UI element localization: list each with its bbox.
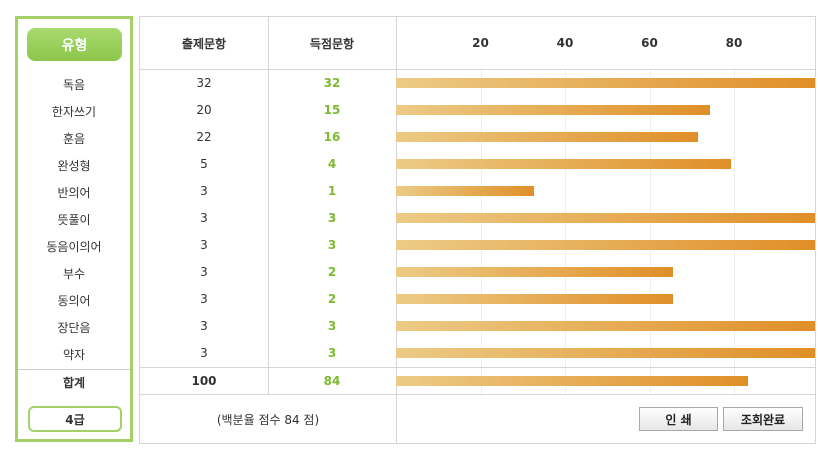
col-divider xyxy=(396,17,397,443)
questions-cell: 5 xyxy=(200,156,208,171)
score-bar xyxy=(396,213,815,223)
total-separator xyxy=(18,369,130,370)
score-bar xyxy=(396,132,698,142)
grid-line xyxy=(565,69,566,394)
axis-tick-label: 80 xyxy=(725,36,743,50)
score-cell: 1 xyxy=(327,183,337,198)
score-bar xyxy=(396,78,815,88)
axis-tick-label: 60 xyxy=(641,36,658,50)
score-bar xyxy=(396,321,815,331)
score-cell: 3 xyxy=(327,210,337,225)
score-cell: 4 xyxy=(327,156,337,171)
score-bar xyxy=(396,294,673,304)
score-cell: 15 xyxy=(323,102,341,117)
axis-tick-label: 20 xyxy=(472,36,489,50)
questions-cell: 3 xyxy=(200,291,208,306)
score-bar xyxy=(396,105,711,115)
questions-cell: 22 xyxy=(196,129,212,144)
percent-score-text: (백분율 점수 84 점) xyxy=(216,412,320,427)
score-table: 출제문항 득점문항 20 40 60 80 32 32 20 15 22 16 5 4 3 1 3 3 3 3 3… xyxy=(139,16,816,444)
type-label: 훈음 xyxy=(62,132,86,146)
score-cell: 2 xyxy=(327,291,337,306)
score-cell: 16 xyxy=(323,129,341,144)
col-header-score: 득점문항 xyxy=(309,36,355,51)
type-label: 독음 xyxy=(62,78,86,92)
type-label: 동의어 xyxy=(57,294,91,308)
grid-line xyxy=(734,69,735,394)
score-cell: 3 xyxy=(327,237,337,252)
total-questions: 100 xyxy=(191,373,217,388)
type-label: 완성형 xyxy=(57,159,91,173)
grade-badge: 4급 xyxy=(28,406,122,432)
score-bar xyxy=(396,240,815,250)
grid-line xyxy=(649,69,651,394)
type-label: 한자쓰기 xyxy=(51,105,97,119)
questions-cell: 3 xyxy=(200,345,208,360)
type-header: 유형 xyxy=(27,28,122,61)
type-label: 약자 xyxy=(62,348,86,362)
questions-cell: 3 xyxy=(200,318,208,333)
col-divider xyxy=(268,17,269,394)
score-bar xyxy=(396,159,732,169)
questions-cell: 3 xyxy=(200,264,208,279)
score-cell: 3 xyxy=(327,318,337,333)
questions-cell: 20 xyxy=(196,102,212,117)
score-cell: 32 xyxy=(323,75,341,90)
grid-line xyxy=(480,69,482,394)
total-score-bar xyxy=(396,376,748,386)
questions-cell: 3 xyxy=(200,183,208,198)
score-cell: 2 xyxy=(327,264,337,279)
print-button[interactable]: 인 쇄 xyxy=(639,407,718,431)
type-label: 부수 xyxy=(62,267,86,281)
footer-divider xyxy=(140,394,815,395)
lookup-done-button[interactable]: 조회완료 xyxy=(723,407,803,431)
questions-cell: 3 xyxy=(200,237,208,252)
score-bar xyxy=(396,348,815,358)
questions-cell: 32 xyxy=(196,75,212,90)
type-label: 반의어 xyxy=(57,186,91,200)
score-cell: 3 xyxy=(327,345,337,360)
total-label: 합계 xyxy=(62,376,86,390)
axis-tick-label: 40 xyxy=(556,36,574,50)
header-divider xyxy=(140,69,815,70)
total-divider xyxy=(140,367,815,368)
questions-cell: 3 xyxy=(200,210,208,225)
score-bar xyxy=(396,186,535,196)
type-label: 뜻풀이 xyxy=(57,213,91,227)
type-label: 장단음 xyxy=(57,321,91,335)
type-label: 동음이의어 xyxy=(46,240,102,254)
score-bar xyxy=(396,267,673,277)
total-score: 84 xyxy=(323,373,341,388)
col-header-questions: 출제문항 xyxy=(181,36,227,51)
